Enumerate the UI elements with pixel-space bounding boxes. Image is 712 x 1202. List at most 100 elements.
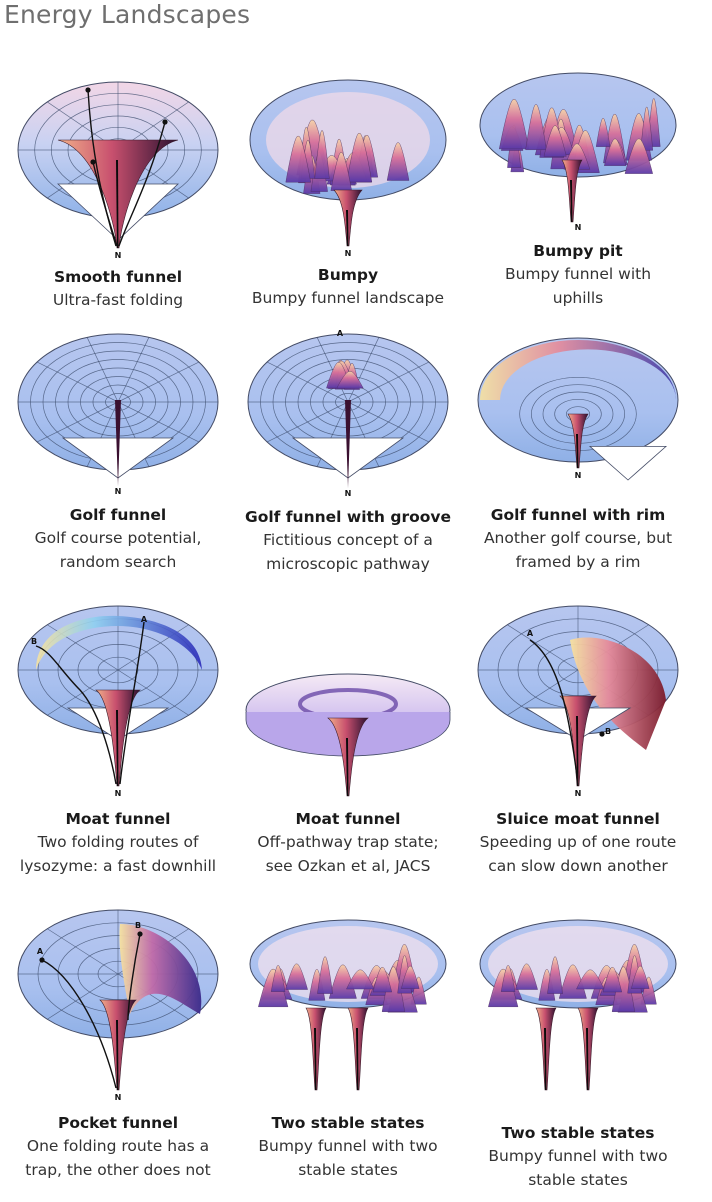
funnel-shadow — [356, 1028, 359, 1090]
landscape-title: Two stable states — [271, 1114, 425, 1132]
native-state-label: N — [575, 789, 582, 798]
native-state-label: N — [115, 487, 122, 496]
funnel-shadow — [346, 210, 349, 246]
sluice-wall — [570, 637, 666, 750]
native-state-label: N — [115, 789, 122, 798]
landscape-caption: Moat funnel Off-pathway trap state; see Oz… — [240, 808, 456, 878]
native-state-label: N — [575, 471, 582, 480]
landscape-surface — [479, 72, 677, 178]
landscape-bumpy-pit: N Bumpy pit Bumpy funnel with uphills — [470, 70, 686, 320]
landscape-description: microscopic pathway — [266, 555, 430, 573]
cutaway-wedge — [588, 446, 668, 481]
funnel-shadow — [116, 710, 119, 786]
landscape-title: Bumpy — [317, 266, 379, 284]
page-title: Energy Landscapes — [4, 0, 251, 29]
moat-trench — [36, 615, 202, 670]
start-point — [137, 931, 143, 937]
funnel-shadow — [116, 1020, 119, 1090]
start-label-b: B — [31, 637, 37, 646]
native-state-label: N — [345, 489, 352, 498]
folding-path-a — [41, 959, 117, 1089]
landscape-description: see Ozkan et al, JACS — [265, 857, 431, 875]
landscape-title: Moat funnel — [65, 810, 171, 828]
landscape-two-stable-states-2: Two stable states Bumpy funnel with two st… — [470, 904, 686, 1202]
start-point — [162, 119, 168, 125]
landscape-description: stable states — [528, 1171, 628, 1189]
funnel-shadow — [544, 1028, 547, 1090]
pocket-trap — [119, 924, 202, 1014]
start-label-a: A — [141, 615, 148, 624]
folding-path-b — [127, 933, 141, 1021]
surface-bumps — [258, 944, 427, 1013]
native-state-label: N — [115, 251, 122, 260]
landscape-moat-funnel-lysozyme: B A N Moat funnel Two folding routes of lysoz… — [10, 600, 226, 888]
funnel-shadow — [586, 1028, 589, 1090]
landscape-description: random search — [59, 553, 177, 571]
start-label-a: A — [527, 629, 534, 638]
landscape-description: Bumpy funnel with — [504, 265, 652, 283]
landscape-description: Another golf course, but — [483, 529, 673, 547]
landscape-caption: Bumpy Bumpy funnel landscape — [240, 264, 456, 310]
landscape-illustration: A B N — [477, 605, 679, 798]
start-point — [90, 159, 96, 165]
folding-path-a — [119, 621, 145, 785]
start-label-a: A — [337, 329, 344, 338]
landscape-golf-funnel-groove: A N Golf funnel with groove Fictitious conc… — [240, 328, 456, 586]
landscape-illustration: N — [249, 79, 447, 258]
landscape-title: Sluice moat funnel — [496, 810, 660, 828]
landscape-description: Ultra-fast folding — [52, 291, 184, 309]
landscape-caption: Bumpy pit Bumpy funnel with uphills — [470, 240, 686, 310]
surface-bumps — [285, 119, 410, 194]
landscape-description: Bumpy funnel with two — [488, 1147, 668, 1165]
landscape-description: stable states — [298, 1161, 398, 1179]
landscape-description: can slow down another — [488, 857, 668, 875]
landscape-description: Fictitious concept of a — [263, 531, 433, 549]
folding-path — [87, 89, 117, 247]
landscape-two-stable-states-1: Two stable states Bumpy funnel with two st… — [240, 904, 456, 1192]
landscape-caption: Two stable states Bumpy funnel with two st… — [470, 1122, 686, 1192]
landscape-golf-funnel-rim: N Golf funnel with rim Another golf course… — [470, 328, 686, 584]
landscape-description: One folding route has a — [26, 1137, 210, 1155]
trap-point — [599, 731, 605, 737]
landscape-illustration: N — [17, 81, 219, 260]
landscape-caption: Two stable states Bumpy funnel with two st… — [240, 1112, 456, 1182]
funnel-shadow — [576, 434, 579, 468]
landscape-illustration — [249, 919, 447, 1091]
funnel-shadow — [346, 738, 349, 796]
landscape-title: Two stable states — [501, 1124, 655, 1142]
radial-gridlines — [18, 606, 218, 734]
funnel-shadow — [576, 716, 579, 786]
landscape-description: uphills — [552, 289, 604, 307]
landscape-caption: Sluice moat funnel Speeding up of one rou… — [470, 808, 686, 878]
folding-path — [92, 161, 118, 247]
landscape-caption: Golf funnel Golf course potential, random … — [10, 504, 226, 574]
landscape-title: Golf funnel with groove — [244, 508, 452, 526]
native-state-label: N — [115, 1093, 122, 1102]
surface-bumps — [488, 944, 657, 1013]
landscape-description: framed by a rim — [515, 553, 641, 571]
landscape-caption: Smooth funnel Ultra-fast folding — [10, 266, 226, 312]
landscape-description: Off-pathway trap state; — [257, 833, 439, 851]
landscape-caption: Pocket funnel One folding route has a trap… — [10, 1112, 226, 1182]
landscape-illustration — [245, 673, 451, 797]
landscape-description: Bumpy funnel with two — [258, 1137, 438, 1155]
folding-path-a — [529, 639, 579, 785]
landscape-description: Two folding routes of — [37, 833, 199, 851]
landscape-illustration: A B N — [17, 909, 219, 1102]
surface-bumps — [326, 359, 364, 390]
landscape-description: Bumpy funnel landscape — [251, 289, 445, 307]
start-point — [39, 957, 45, 963]
landscape-smooth-funnel: N Smooth funnel Ultra-fast folding — [10, 70, 226, 346]
landscape-title: Bumpy pit — [533, 242, 623, 260]
landscape-title: Golf funnel with rim — [490, 506, 666, 524]
landscape-description: Golf course potential, — [34, 529, 202, 547]
landscape-title: Pocket funnel — [57, 1114, 179, 1132]
funnel-shadow — [570, 180, 573, 222]
rim-wall — [480, 340, 676, 400]
start-label-b: B — [135, 921, 141, 930]
landscape-illustration: N — [477, 337, 679, 481]
landscape-caption: Moat funnel Two folding routes of lysozyme… — [10, 808, 226, 878]
landscape-title: Golf funnel — [69, 506, 167, 524]
landscape-description: lysozyme: a fast downhill — [19, 857, 217, 875]
funnel-shadow — [314, 1028, 317, 1090]
